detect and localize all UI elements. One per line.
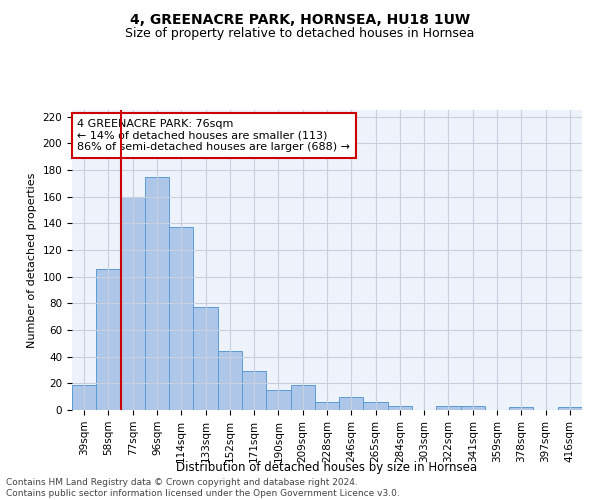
Text: Size of property relative to detached houses in Hornsea: Size of property relative to detached ho… bbox=[125, 28, 475, 40]
Bar bbox=[290, 384, 315, 410]
Bar bbox=[145, 176, 169, 410]
Bar bbox=[266, 390, 290, 410]
Bar bbox=[558, 408, 582, 410]
Bar bbox=[96, 268, 121, 410]
Bar bbox=[242, 372, 266, 410]
Y-axis label: Number of detached properties: Number of detached properties bbox=[27, 172, 37, 348]
Bar bbox=[193, 308, 218, 410]
Bar bbox=[388, 406, 412, 410]
Bar bbox=[121, 196, 145, 410]
Bar bbox=[364, 402, 388, 410]
Bar bbox=[339, 396, 364, 410]
Bar bbox=[436, 406, 461, 410]
Text: Distribution of detached houses by size in Hornsea: Distribution of detached houses by size … bbox=[176, 461, 478, 474]
Text: 4 GREENACRE PARK: 76sqm
← 14% of detached houses are smaller (113)
86% of semi-d: 4 GREENACRE PARK: 76sqm ← 14% of detache… bbox=[77, 119, 350, 152]
Text: Contains HM Land Registry data © Crown copyright and database right 2024.
Contai: Contains HM Land Registry data © Crown c… bbox=[6, 478, 400, 498]
Text: 4, GREENACRE PARK, HORNSEA, HU18 1UW: 4, GREENACRE PARK, HORNSEA, HU18 1UW bbox=[130, 12, 470, 26]
Bar bbox=[509, 408, 533, 410]
Bar bbox=[72, 384, 96, 410]
Bar bbox=[169, 228, 193, 410]
Bar bbox=[315, 402, 339, 410]
Bar bbox=[218, 352, 242, 410]
Bar bbox=[461, 406, 485, 410]
